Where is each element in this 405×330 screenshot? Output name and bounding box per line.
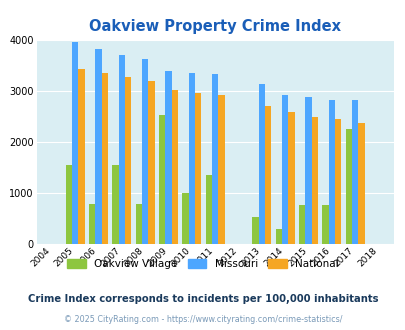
Bar (205, 175, 211, 244)
Bar (218, 95, 224, 244)
Bar (258, 84, 264, 244)
Text: © 2025 CityRating.com - https://www.cityrating.com/crime-statistics/: © 2025 CityRating.com - https://www.city… (64, 315, 341, 324)
Bar (148, 81, 154, 244)
Bar (118, 55, 125, 244)
Bar (298, 205, 305, 244)
Bar (135, 204, 142, 244)
Bar (165, 71, 171, 244)
Bar (288, 112, 294, 244)
Bar (171, 90, 177, 244)
Bar (322, 205, 328, 244)
Bar (252, 217, 258, 244)
Bar (188, 73, 194, 244)
Bar (125, 77, 131, 244)
Bar (182, 193, 188, 244)
Legend: Oakview Village, Missouri, National: Oakview Village, Missouri, National (63, 254, 342, 273)
Bar (159, 115, 165, 244)
Bar (311, 117, 317, 244)
Bar (305, 97, 311, 244)
Bar (89, 204, 95, 244)
Bar (275, 229, 281, 244)
Bar (142, 59, 148, 244)
Bar (345, 129, 351, 244)
Bar (101, 73, 108, 244)
Bar (281, 95, 288, 244)
Text: Crime Index corresponds to incidents per 100,000 inhabitants: Crime Index corresponds to incidents per… (28, 294, 377, 304)
Bar (358, 123, 364, 244)
Bar (112, 165, 118, 244)
Bar (334, 119, 341, 244)
Bar (72, 42, 78, 244)
Bar (211, 74, 218, 244)
Bar (351, 100, 358, 244)
Bar (95, 49, 101, 244)
Bar (78, 69, 84, 244)
Bar (66, 165, 72, 244)
Bar (328, 100, 334, 244)
Title: Oakview Property Crime Index: Oakview Property Crime Index (89, 19, 340, 34)
Bar (264, 106, 271, 244)
Bar (194, 93, 201, 244)
